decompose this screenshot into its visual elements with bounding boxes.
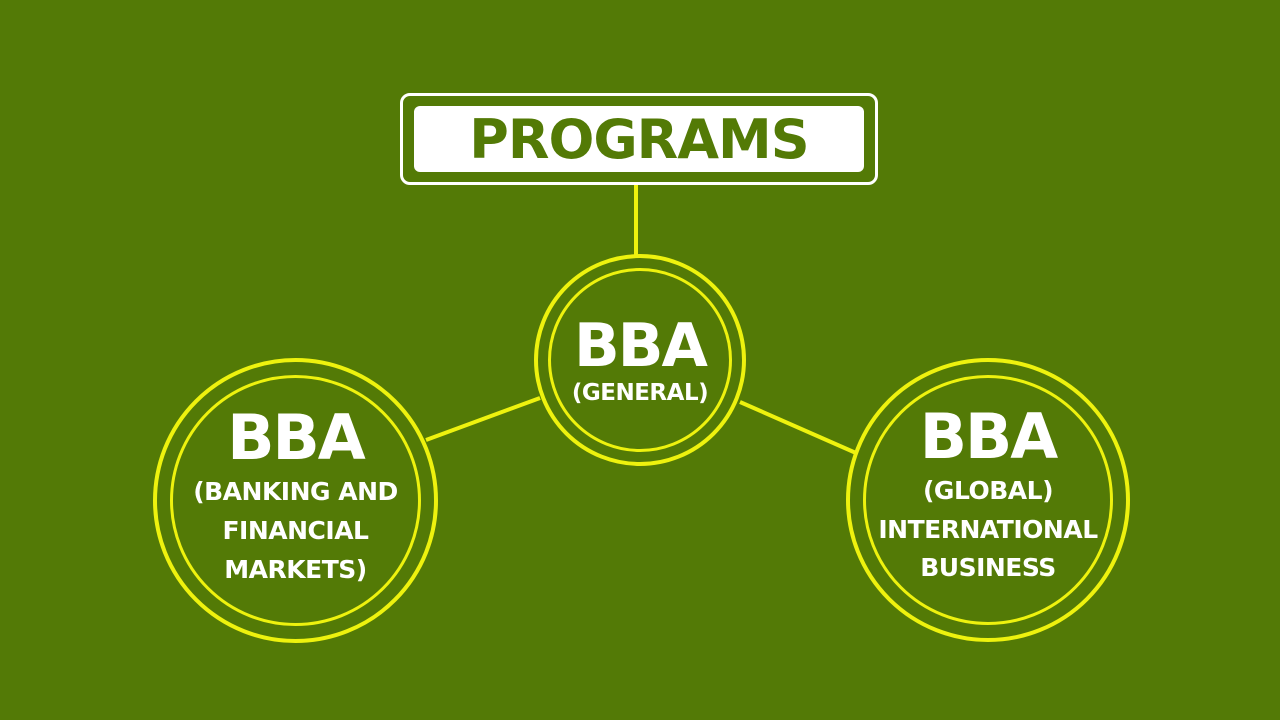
programs-title-box: PROGRAMS <box>414 106 864 172</box>
node-bba-banking-title: BBA <box>227 401 365 475</box>
programs-title-frame: PROGRAMS <box>400 93 878 185</box>
node-bba-banking-line-3: MARKETS) <box>224 554 367 584</box>
node-bba-global-title: BBA <box>919 399 1058 473</box>
node-bba-general: BBA (GENERAL) <box>534 254 746 466</box>
node-bba-global-line-1: (GLOBAL) <box>923 475 1054 505</box>
node-bba-general-inner: BBA (GENERAL) <box>548 268 732 452</box>
programs-title: PROGRAMS <box>469 107 809 171</box>
node-bba-global-line-2: INTERNATIONAL <box>878 514 1098 544</box>
node-bba-banking: BBA (BANKING AND FINANCIAL MARKETS) <box>153 358 438 643</box>
node-bba-general-title: BBA <box>574 311 708 382</box>
node-bba-banking-inner: BBA (BANKING AND FINANCIAL MARKETS) <box>170 375 421 626</box>
node-bba-global: BBA (GLOBAL) INTERNATIONAL BUSINESS <box>846 358 1130 642</box>
node-bba-global-line-3: BUSINESS <box>920 553 1056 583</box>
connector-general-to-banking <box>425 396 541 442</box>
node-bba-global-inner: BBA (GLOBAL) INTERNATIONAL BUSINESS <box>863 375 1113 625</box>
connector-general-to-global <box>739 400 857 455</box>
node-bba-banking-line-1: (BANKING AND <box>193 477 398 507</box>
node-bba-general-line-1: (GENERAL) <box>571 380 709 407</box>
node-bba-banking-line-2: FINANCIAL <box>222 516 369 546</box>
